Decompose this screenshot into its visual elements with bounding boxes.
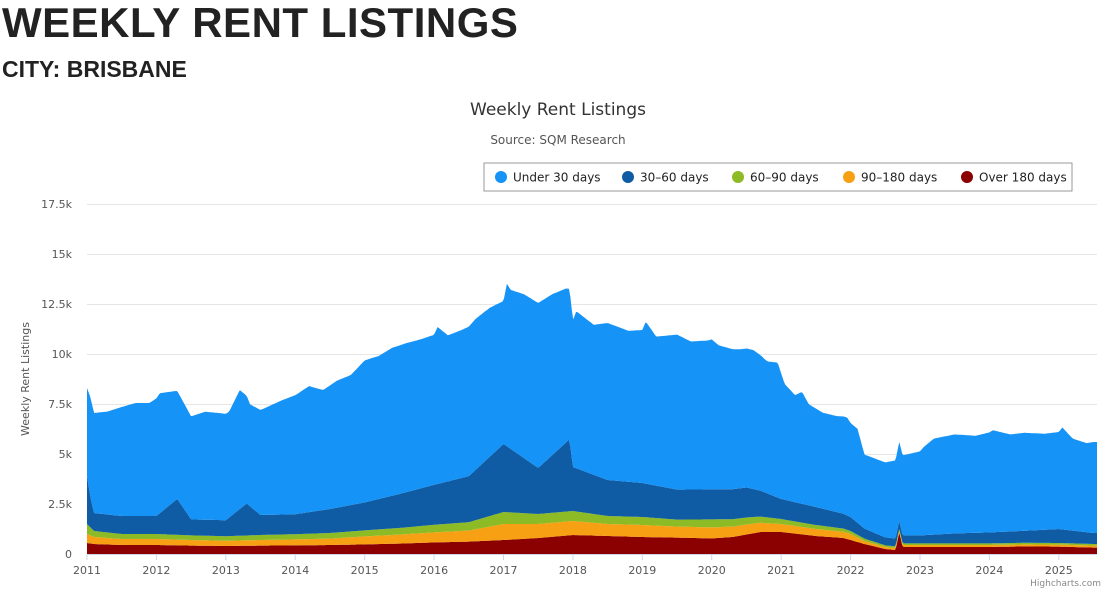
y-tick-label: 10k — [52, 348, 73, 361]
series-area-30-60-days[interactable] — [87, 439, 1097, 547]
series-area-90-180-days[interactable] — [87, 521, 1097, 550]
x-tick-label: 2023 — [906, 564, 934, 577]
x-tick-label: 2012 — [142, 564, 170, 577]
x-tick-label: 2024 — [975, 564, 1003, 577]
legend-swatch — [961, 171, 973, 183]
series-area-under-30-days[interactable] — [87, 283, 1097, 539]
x-tick-label: 2022 — [837, 564, 865, 577]
legend-item-30-60-days[interactable]: 30–60 days — [622, 171, 709, 185]
y-axis-title: Weekly Rent Listings — [19, 322, 32, 436]
x-tick-label: 2011 — [73, 564, 101, 577]
x-tick-label: 2021 — [767, 564, 795, 577]
series-area-over-180-days[interactable] — [87, 532, 1097, 554]
x-tick-label: 2015 — [351, 564, 379, 577]
area-layer — [87, 283, 1097, 554]
page-subtitle: CITY: BRISBANE — [2, 56, 187, 82]
legend-item-90-180-days[interactable]: 90–180 days — [843, 171, 937, 185]
credits[interactable]: Highcharts.com — [1030, 579, 1101, 589]
legend-item-60-90-days[interactable]: 60–90 days — [732, 171, 819, 185]
x-tick-label: 2025 — [1045, 564, 1073, 577]
x-tick-labels: 2011 2012 2013 2014 2015 2016 2017 2018 2019 2020… — [73, 554, 1073, 577]
x-tick-label: 2017 — [489, 564, 517, 577]
legend-label: 30–60 days — [640, 171, 709, 185]
legend-label: Over 180 days — [979, 171, 1067, 185]
y-tick-labels: 0 2.5k 5k 7.5k 10k 12.5k 15k 17.5k — [41, 198, 72, 561]
x-tick-label: 2018 — [559, 564, 587, 577]
legend: Under 30 days 30–60 days 60–90 days 90–180 … — [483, 162, 1073, 192]
y-tick-label: 17.5k — [41, 198, 72, 211]
y-tick-label: 2.5k — [48, 498, 72, 511]
y-tick-label: 0 — [65, 548, 72, 561]
legend-item-under-30-days[interactable]: Under 30 days — [495, 171, 601, 185]
y-tick-label: 15k — [52, 248, 73, 261]
series-area-60-90-days[interactable] — [87, 511, 1097, 548]
legend-label: 60–90 days — [750, 171, 819, 185]
x-tick-label: 2014 — [281, 564, 309, 577]
legend-item-over-180-days[interactable]: Over 180 days — [961, 171, 1067, 185]
x-tick-label: 2013 — [212, 564, 240, 577]
y-tick-label: 12.5k — [41, 298, 72, 311]
x-tick-label: 2016 — [420, 564, 448, 577]
chart-title: Weekly Rent Listings — [470, 100, 646, 120]
y-tick-label: 7.5k — [48, 398, 72, 411]
y-tick-label: 5k — [59, 448, 73, 461]
legend-box — [483, 162, 1073, 192]
legend-swatch — [622, 171, 634, 183]
legend-label: 90–180 days — [861, 171, 937, 185]
x-tick-label: 2019 — [628, 564, 656, 577]
chart-subtitle: Source: SQM Research — [490, 133, 625, 147]
legend-label: Under 30 days — [513, 171, 601, 185]
legend-swatch — [495, 171, 507, 183]
legend-swatch — [843, 171, 855, 183]
page-title: WEEKLY RENT LISTINGS — [2, 0, 519, 46]
legend-swatch — [732, 171, 744, 183]
x-tick-label: 2020 — [698, 564, 726, 577]
